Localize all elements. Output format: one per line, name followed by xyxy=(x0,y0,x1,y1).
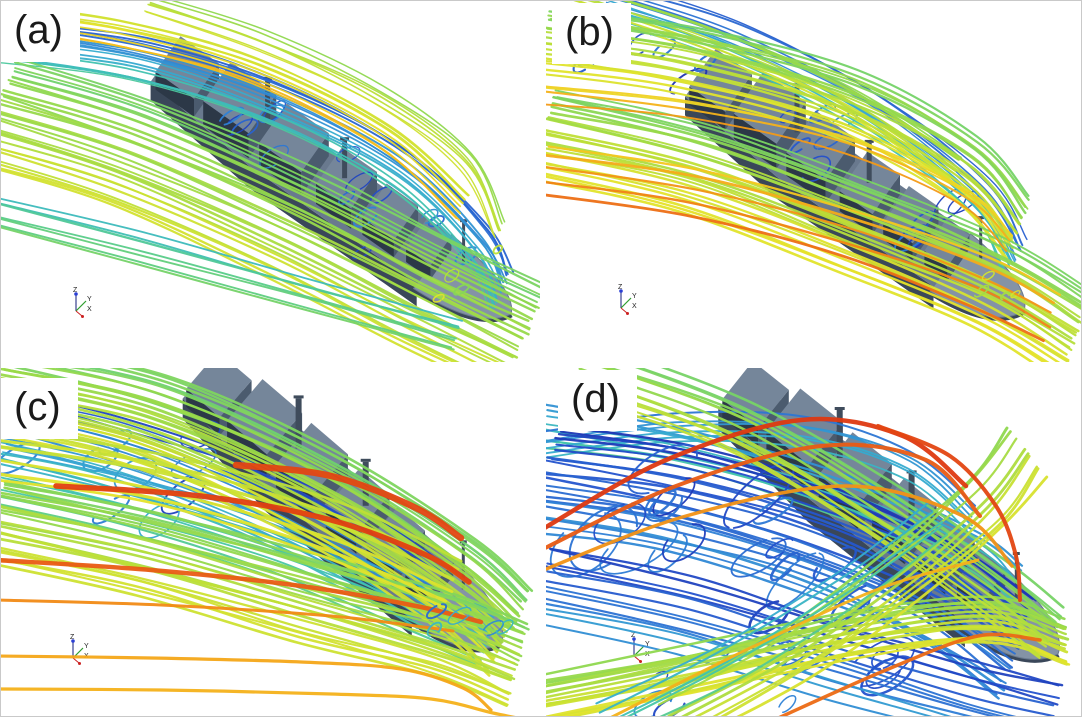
triad-x-label: X xyxy=(87,306,92,313)
panel-a-label: (a) xyxy=(1,1,80,62)
triad-z-label: Z xyxy=(618,284,623,291)
triad-z-label: Z xyxy=(70,634,75,641)
axis-triad: Z YX xyxy=(618,284,637,315)
triad-z-label: Z xyxy=(631,632,636,639)
triad-z-label: Z xyxy=(73,287,78,294)
triad-y-label: Y xyxy=(632,293,637,300)
axis-triad: ZYX xyxy=(70,634,89,665)
panel-c-label: (c) xyxy=(1,378,78,439)
triad-y-label: Y xyxy=(84,643,89,650)
axis-triad: Z YX xyxy=(73,287,92,318)
triad-x-label: X xyxy=(632,303,637,310)
panel-b-label: (b) xyxy=(552,3,631,64)
triad-y-label: Y xyxy=(87,296,92,303)
triad-x-label: X xyxy=(645,651,650,658)
panel-c-canvas: ZYX xyxy=(1,368,534,716)
triad-y-label: Y xyxy=(645,641,650,648)
panel-d-canvas: Z YX xyxy=(546,368,1071,716)
panel-a-canvas: Z YX xyxy=(1,1,540,362)
panel-d-label: (d) xyxy=(558,370,637,431)
